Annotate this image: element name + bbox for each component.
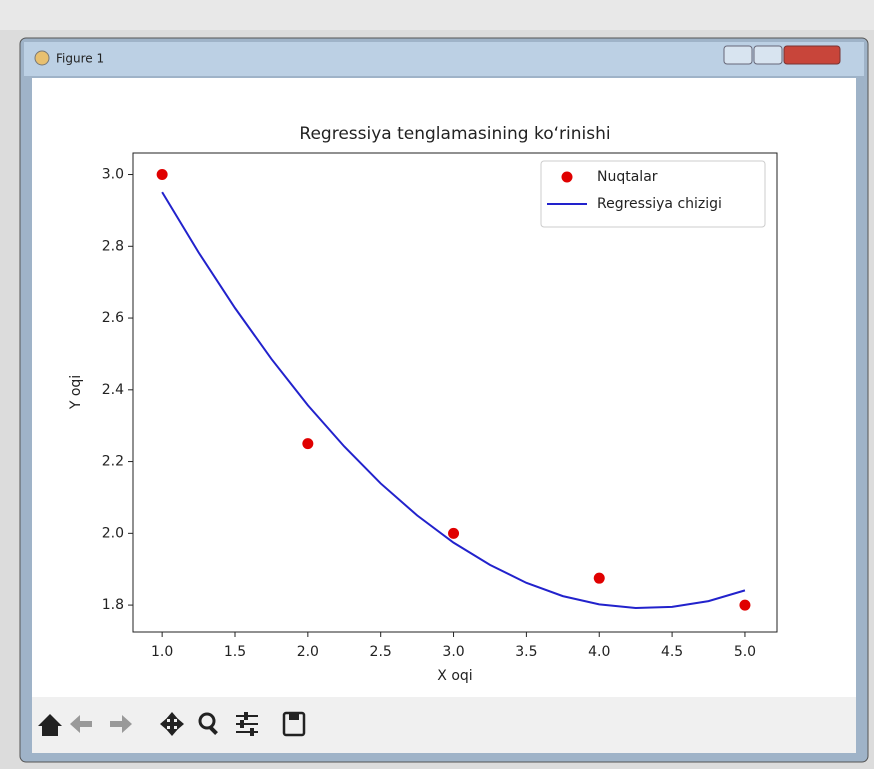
home-button[interactable] [38, 714, 62, 736]
x-tick-label: 1.0 [151, 644, 173, 660]
legend-label: Regressiya chizigi [597, 196, 722, 212]
chart-title: Regressiya tenglamasining ko‘rinishi [299, 124, 610, 144]
x-tick-label: 4.0 [588, 644, 610, 660]
x-tick-label: 3.5 [515, 644, 537, 660]
forward-button[interactable] [110, 715, 132, 733]
legend-marker [561, 171, 573, 183]
save-icon-part [289, 714, 299, 720]
window-icon [34, 50, 50, 66]
data-point [302, 438, 314, 450]
y-tick-label: 3.0 [102, 167, 124, 183]
x-tick-label: 2.0 [297, 644, 319, 660]
x-tick-label: 2.5 [370, 644, 392, 660]
maximize-button[interactable] [753, 45, 783, 65]
data-point [448, 527, 460, 539]
x-tick-label: 5.0 [734, 644, 756, 660]
y-tick-label: 1.8 [102, 597, 124, 613]
x-tick-label: 1.5 [224, 644, 246, 660]
window-title: Figure 1 [56, 52, 104, 66]
legend-box [540, 160, 766, 228]
configure-button[interactable] [236, 712, 258, 736]
toolbar-icons [38, 711, 306, 737]
y-tick-label: 2.6 [102, 310, 124, 326]
legend-label: Nuqtalar [597, 169, 658, 185]
data-point [739, 599, 751, 611]
pan-button[interactable] [160, 712, 184, 736]
y-tick-label: 2.0 [102, 525, 124, 541]
back-button[interactable] [70, 715, 92, 733]
chart: Regressiya tenglamasining ko‘rinishi X o… [68, 124, 778, 684]
regression-line [161, 191, 746, 609]
save-button[interactable] [282, 711, 306, 737]
x-tick-label: 4.5 [661, 644, 683, 660]
data-point [593, 572, 605, 584]
background-strip [0, 0, 874, 30]
zoom-handle [208, 725, 218, 735]
data-point [156, 169, 168, 181]
y-axis-label: Y oqi [68, 375, 84, 410]
zoom-button[interactable] [198, 712, 216, 730]
x-axis-label: X oqi [437, 668, 472, 684]
y-tick-label: 2.2 [102, 454, 124, 470]
y-tick-label: 2.8 [102, 238, 124, 254]
axes-frame [132, 152, 778, 633]
x-tick-label: 3.0 [442, 644, 464, 660]
close-button[interactable] [783, 45, 841, 65]
toolbar [32, 697, 856, 753]
y-tick-label: 2.4 [102, 382, 124, 398]
minimize-button[interactable] [723, 45, 753, 65]
